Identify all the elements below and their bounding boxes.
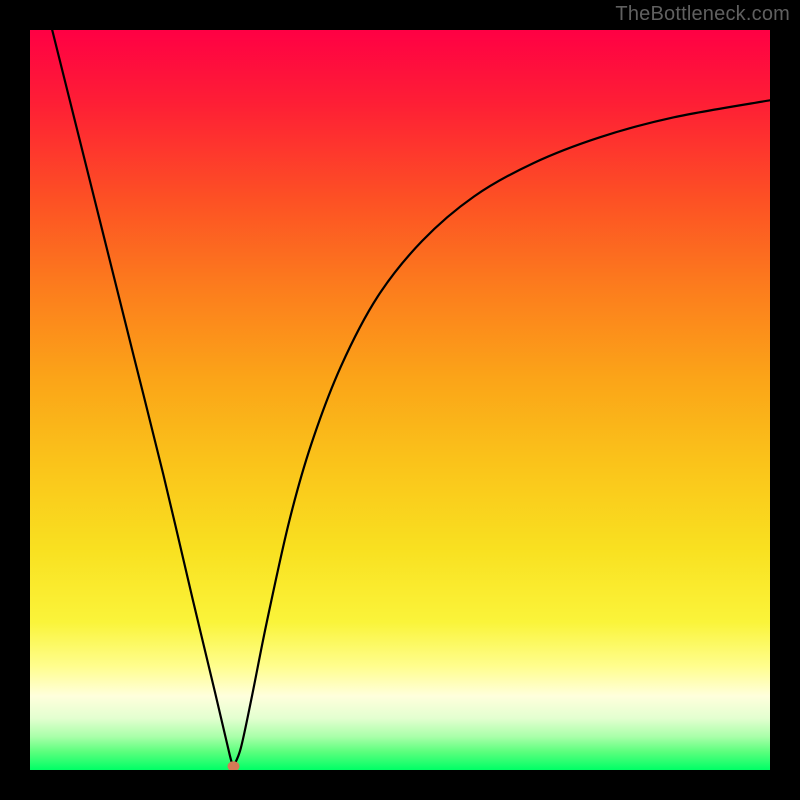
gradient-background — [30, 30, 770, 770]
bottleneck-chart — [30, 30, 770, 770]
chart-page: TheBottleneck.com — [0, 0, 800, 800]
plot-area — [30, 30, 770, 770]
watermark-text: TheBottleneck.com — [615, 3, 790, 26]
